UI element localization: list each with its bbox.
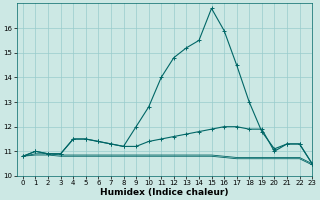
X-axis label: Humidex (Indice chaleur): Humidex (Indice chaleur) [100, 188, 228, 197]
